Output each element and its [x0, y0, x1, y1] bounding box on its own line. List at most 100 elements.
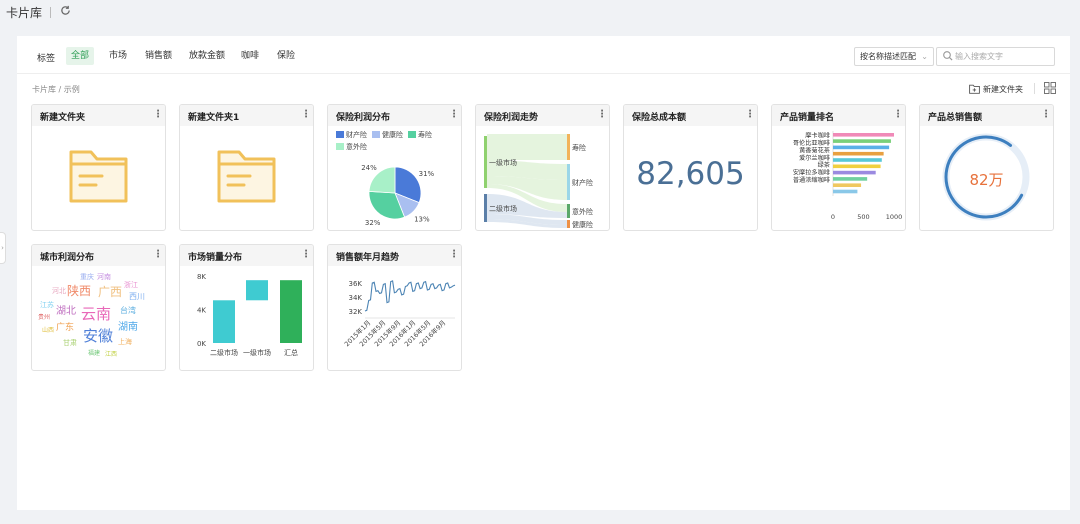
word-cloud-word[interactable]: 河北	[52, 287, 66, 295]
card-body: 财产险 健康险 寿险意外险 31% 13% 32% 24%	[328, 126, 461, 230]
word-cloud-word[interactable]: 湖北	[56, 306, 76, 317]
wordcloud-card[interactable]: 城市利润分布 ⋮ 重庆 河南 河北 陕西 广西 浙江 西川 江苏 湖北 云南 台湾 贵州 广东 湖南 山西 安…	[31, 244, 166, 371]
bar[interactable]	[833, 189, 858, 194]
folder-card[interactable]: 新建文件夹 ⋮	[31, 104, 166, 231]
more-vertical-icon[interactable]: ⋮	[153, 109, 163, 120]
bar[interactable]	[833, 151, 884, 156]
sankey-flow[interactable]	[487, 194, 567, 218]
gauge-card[interactable]: 产品总销售额 ⋮ 82万	[919, 104, 1054, 231]
bar[interactable]	[833, 177, 868, 181]
waterfall-chart-card[interactable]: 市场销量分布 ⋮ 0K 4K 8K 二级市场 一级市场 汇总	[179, 244, 314, 371]
more-vertical-icon[interactable]: ⋮	[301, 249, 311, 260]
pie-chart-card[interactable]: 保险利润分布 ⋮ 财产险 健康险 寿险意外险 31% 13% 32% 24%	[327, 104, 462, 231]
sankey-target-node[interactable]	[567, 220, 570, 228]
word-cloud-word[interactable]: 甘肃	[63, 339, 77, 347]
word-cloud-word[interactable]: 河南	[97, 273, 111, 281]
sankey-flow[interactable]	[487, 219, 567, 228]
legend-item[interactable]: 寿险	[408, 129, 432, 141]
grid-view-icon[interactable]	[1044, 82, 1056, 94]
tag-insurance[interactable]: 保险	[277, 51, 296, 61]
search-box[interactable]	[936, 47, 1055, 66]
more-vertical-icon[interactable]: ⋮	[449, 249, 459, 260]
word-cloud-word[interactable]: 浙江	[124, 281, 138, 289]
sankey-target-node[interactable]	[567, 134, 570, 160]
word-cloud-word[interactable]: 安徽	[83, 327, 114, 345]
legend-item[interactable]: 健康险	[372, 129, 403, 141]
waterfall-bar[interactable]	[246, 280, 268, 301]
word-cloud-word[interactable]: 广西	[98, 285, 123, 299]
sankey-target-node[interactable]	[567, 164, 570, 200]
word-cloud-word[interactable]: 重庆	[80, 273, 94, 281]
card-title: 销售额年月趋势	[336, 253, 400, 263]
refresh-icon[interactable]	[60, 5, 71, 19]
bar-chart-card[interactable]: 产品销量排名 ⋮ 摩卡咖啡 哥伦比亚咖啡 黄香菊花茶 爱尔兰咖啡 绿茶 安摩拉多咖啡 普通浓…	[771, 104, 906, 231]
word-cloud-word[interactable]: 江西	[105, 351, 118, 358]
word-cloud-word[interactable]: 湖南	[118, 322, 138, 333]
sankey-flow[interactable]	[487, 160, 567, 180]
bar-category-label: 普通浓缩咖啡	[793, 176, 830, 184]
kpi-card[interactable]: 保险总成本额 ⋮ 82,605	[623, 104, 758, 231]
tag-loan-amount[interactable]: 放款金额	[189, 51, 226, 61]
sankey-flow[interactable]	[487, 176, 567, 200]
line-chart-card[interactable]: 销售额年月趋势 ⋮ 32K 34K 36K 2015年1月 2015年5月 2015年9月…	[327, 244, 462, 371]
word-cloud-word[interactable]: 贵州	[38, 314, 51, 321]
more-vertical-icon[interactable]: ⋮	[745, 109, 755, 120]
match-mode-select[interactable]: 按名称描述匹配 ⌄	[854, 47, 934, 66]
bar[interactable]	[833, 158, 882, 162]
title-divider	[50, 6, 52, 18]
more-vertical-icon[interactable]: ⋮	[301, 109, 311, 120]
tag-coffee[interactable]: 咖啡	[241, 51, 260, 61]
word-cloud-word[interactable]: 西川	[129, 292, 145, 301]
more-vertical-icon[interactable]: ⋮	[1041, 109, 1051, 120]
tag-all[interactable]: 全部	[66, 47, 95, 65]
ring-gauge	[942, 133, 1030, 221]
pie-slice[interactable]	[394, 166, 422, 204]
more-vertical-icon[interactable]: ⋮	[153, 249, 163, 260]
bar[interactable]	[833, 133, 894, 137]
bar[interactable]	[833, 183, 862, 187]
waterfall-bar[interactable]	[213, 300, 235, 343]
word-cloud-word[interactable]: 江苏	[40, 301, 54, 309]
more-vertical-icon[interactable]: ⋮	[449, 109, 459, 120]
collapse-sidebar-handle[interactable]: ›	[0, 232, 6, 264]
kpi-value: 82,605	[636, 156, 745, 192]
bar-category-label: 摩卡咖啡	[805, 132, 830, 140]
sankey-flow[interactable]	[487, 184, 567, 212]
word-cloud-word[interactable]: 上海	[118, 338, 132, 346]
legend-item[interactable]: 财产险	[336, 129, 367, 141]
word-cloud-word[interactable]: 陕西	[67, 284, 92, 298]
bar[interactable]	[833, 139, 891, 143]
waterfall-bar[interactable]	[280, 280, 302, 343]
bar[interactable]	[833, 164, 881, 169]
new-folder-button[interactable]: 新建文件夹	[969, 82, 1023, 96]
card-body: 32K 34K 36K 2015年1月 2015年5月 2015年9月 2016年1月 201…	[328, 266, 461, 370]
legend-item[interactable]: 意外险	[336, 141, 367, 153]
tag-filter-label: 标签	[37, 54, 56, 64]
pie-data-label: 13%	[414, 215, 430, 223]
more-vertical-icon[interactable]: ⋮	[893, 109, 903, 120]
sankey-chart-card[interactable]: 保险利润走势 ⋮ 一级市场 二级市场 寿险 财产险 意外险 健康险	[475, 104, 610, 231]
word-cloud-word[interactable]: 广东	[56, 323, 75, 333]
search-input[interactable]	[955, 50, 1051, 63]
word-cloud-word[interactable]: 山西	[42, 327, 55, 334]
word-cloud-word[interactable]: 台湾	[120, 306, 136, 315]
more-vertical-icon[interactable]: ⋮	[597, 109, 607, 120]
word-cloud-word[interactable]: 云南	[81, 305, 112, 323]
tag-sales[interactable]: 销售额	[145, 51, 173, 61]
series-line[interactable]	[364, 280, 456, 312]
pie-slice[interactable]	[368, 190, 406, 220]
word-cloud-word[interactable]: 福建	[88, 350, 101, 357]
tag-market[interactable]: 市场	[109, 51, 128, 61]
folder-card[interactable]: 新建文件夹1 ⋮	[179, 104, 314, 231]
sankey-target-node[interactable]	[567, 204, 570, 218]
bar[interactable]	[833, 170, 876, 175]
bar[interactable]	[833, 145, 890, 150]
y-tick-label: 8K	[197, 273, 206, 281]
pie-slice[interactable]	[368, 166, 396, 194]
sankey-source-node[interactable]	[484, 194, 487, 222]
breadcrumb[interactable]: 卡片库 / 示例	[32, 85, 80, 94]
sankey-flow[interactable]	[487, 214, 567, 225]
sankey-flow[interactable]	[487, 134, 567, 160]
toolbar-divider	[1034, 83, 1035, 94]
sankey-source-node[interactable]	[484, 136, 487, 188]
